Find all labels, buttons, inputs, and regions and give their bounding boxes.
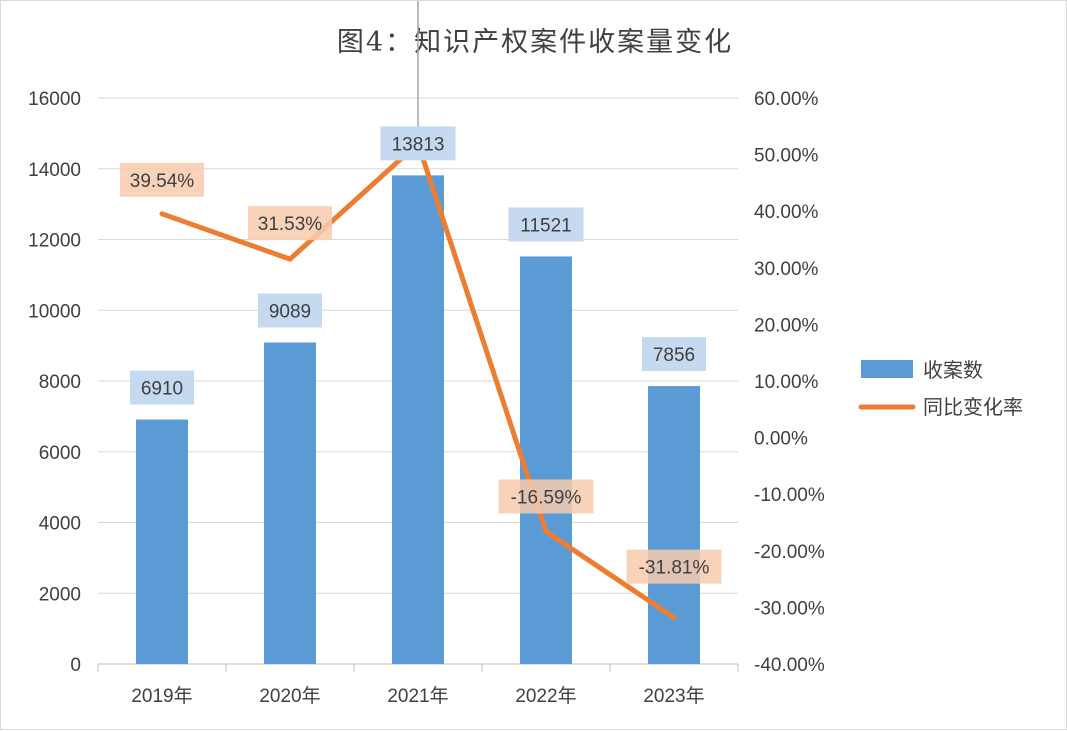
right-tick-label: 0.00% [754, 429, 808, 450]
left-tick-label: 8000 [39, 372, 81, 393]
bar-data-label: 13813 [381, 126, 456, 160]
line-data-label: -16.59% [499, 479, 594, 513]
left-tick-label: 0 [70, 655, 81, 676]
x-tick-label: 2020年 [259, 685, 320, 707]
left-tick-label: 6000 [39, 443, 81, 464]
bar-data-label: 6910 [130, 371, 194, 405]
right-tick-label: 40.00% [754, 202, 819, 223]
x-tick-label: 2023年 [643, 685, 704, 707]
left-tick-label: 14000 [28, 160, 81, 181]
left-tick-label: 2000 [39, 584, 81, 605]
x-axis: 2019年 2020年 2021年 2022年 2023年 [98, 664, 738, 707]
line-data-label: -31.81% [627, 550, 722, 584]
bar-data-label-text: 13813 [392, 134, 445, 155]
bar [264, 342, 316, 664]
bar-data-label-text: 9089 [269, 301, 311, 322]
line-data-label-text: -16.59% [511, 487, 582, 508]
bar [136, 420, 188, 664]
right-tick-label: 10.00% [754, 372, 819, 393]
legend-label-line: 同比变化率 [923, 395, 1023, 419]
line-data-label-text: -31.81% [639, 558, 710, 579]
bar-series [136, 175, 700, 664]
bar [520, 256, 572, 664]
line-data-label: 31.53% [248, 206, 332, 240]
right-tick-label: 50.00% [754, 146, 819, 167]
bar-data-label-text: 11521 [520, 215, 571, 236]
x-tick-label: 2021年 [387, 685, 448, 707]
bar-data-label: 7856 [642, 337, 706, 371]
line-data-label-text: 31.53% [258, 214, 323, 235]
left-tick-label: 12000 [28, 231, 81, 252]
right-y-axis: -40.00% -30.00% -20.00% -10.00% 0.00% 10.00% 2… [754, 89, 825, 676]
right-tick-label: -10.00% [754, 485, 825, 506]
left-tick-label: 10000 [28, 301, 81, 322]
left-tick-label: 4000 [39, 514, 81, 535]
legend-item-line: 同比变化率 [861, 395, 1023, 419]
right-tick-label: -20.00% [754, 542, 825, 563]
right-tick-label: 20.00% [754, 315, 819, 336]
left-y-axis: 0 2000 4000 6000 8000 10000 12000 14000 16000 [28, 89, 81, 676]
legend-swatch-bar [861, 360, 913, 378]
bar-data-label-text: 7856 [653, 345, 695, 366]
line-data-label-text: 39.54% [130, 171, 195, 192]
line-data-label: 39.54% [120, 163, 204, 197]
bar-data-label: 11521 [509, 207, 584, 241]
legend-label-bar: 收案数 [923, 358, 983, 382]
chart-title: 图4：知识产权案件收案量变化 [337, 27, 733, 58]
bar [392, 175, 444, 664]
bar [648, 386, 700, 664]
right-tick-label: -40.00% [754, 655, 825, 676]
bar-data-label-text: 6910 [141, 379, 183, 400]
x-tick-label: 2019年 [131, 685, 192, 707]
right-tick-label: 60.00% [754, 89, 819, 110]
bar-data-label: 9089 [258, 293, 322, 327]
right-tick-label: -30.00% [754, 598, 825, 619]
left-tick-label: 16000 [28, 89, 81, 110]
legend-item-bar: 收案数 [861, 358, 983, 382]
right-tick-label: 30.00% [754, 259, 819, 280]
x-tick-label: 2022年 [515, 685, 576, 707]
